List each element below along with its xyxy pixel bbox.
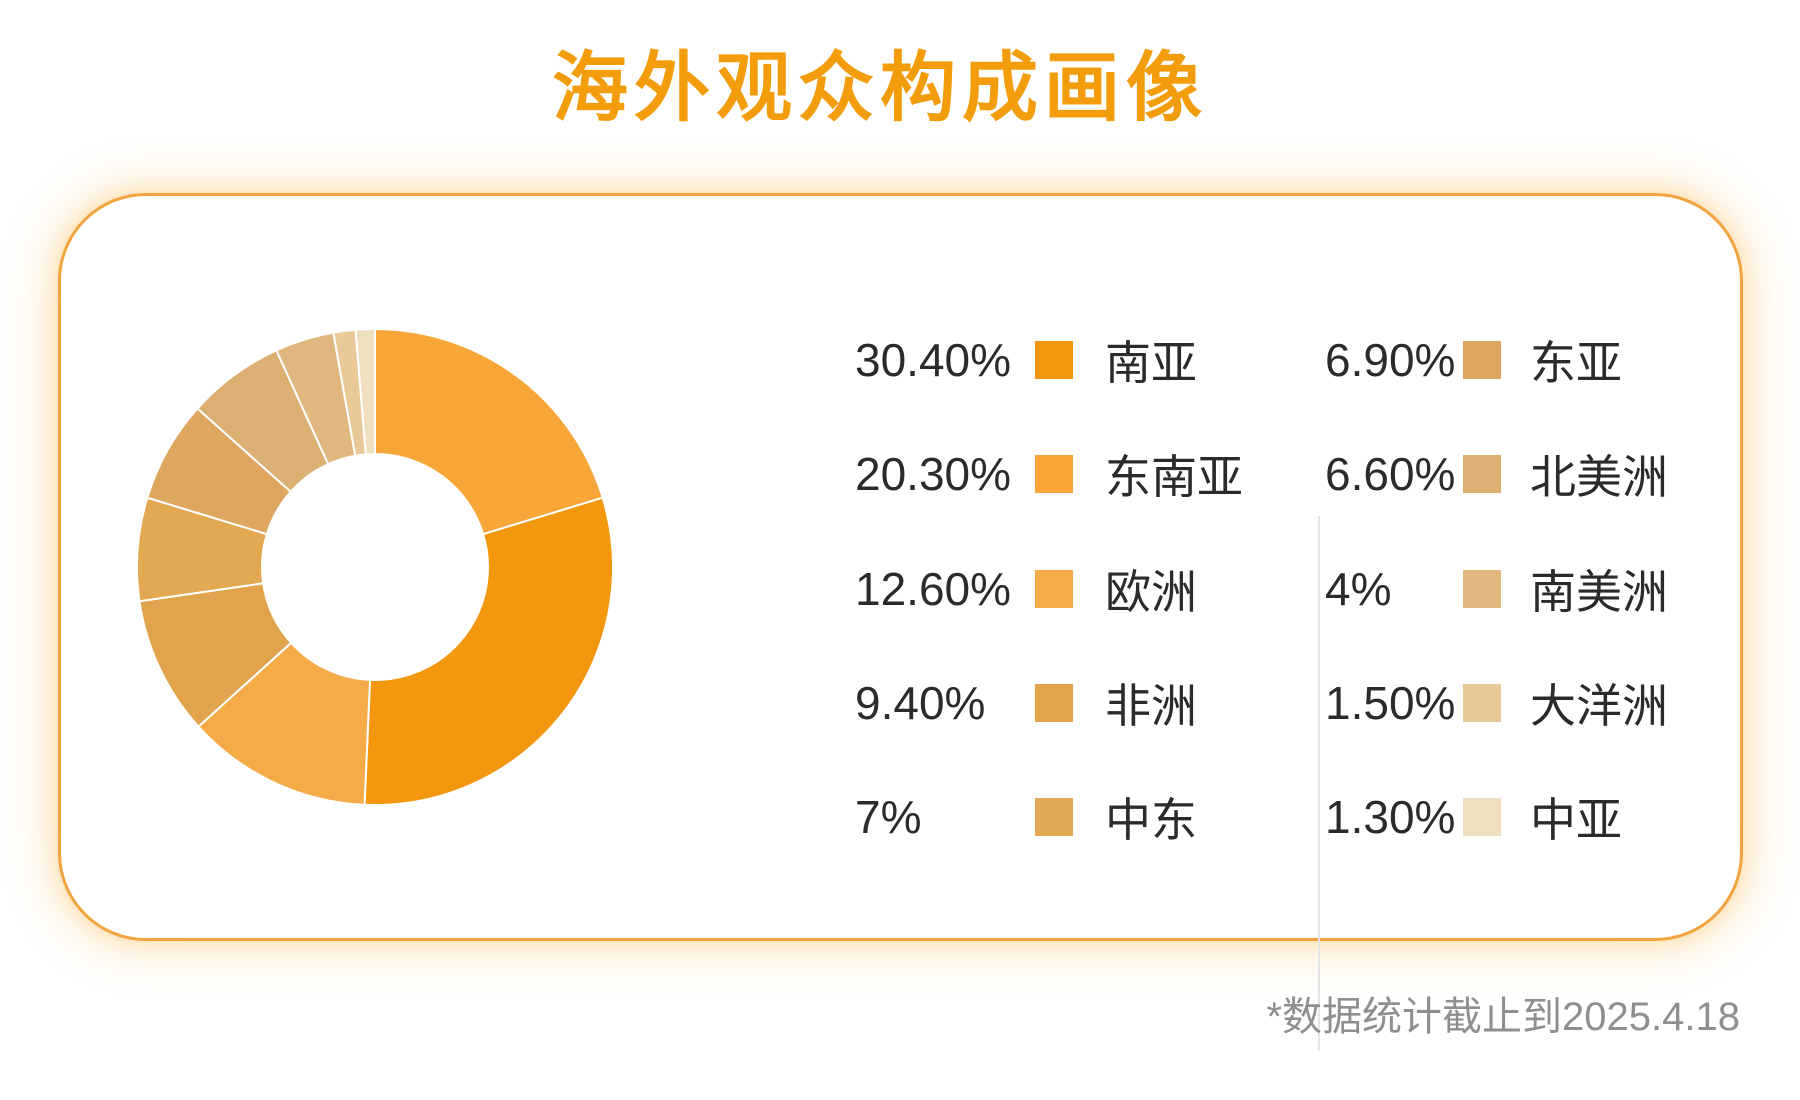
legend-value: 9.40% xyxy=(855,676,986,729)
legend-value: 12.60% xyxy=(855,562,1012,615)
legend-swatch xyxy=(1035,798,1073,836)
legend-item-南美洲: 4% 南美洲 xyxy=(1325,560,1745,618)
legend-item-中亚: 1.30% 中亚 xyxy=(1325,788,1745,846)
footnote: *数据统计截止到2025.4.18 xyxy=(1266,995,1740,1039)
legend-item-南亚: 30.40% 南亚 xyxy=(855,331,1255,389)
legend-swatch xyxy=(1463,341,1501,379)
legend-label: 南亚 xyxy=(1105,337,1197,389)
donut-chart xyxy=(135,327,615,807)
legend-value: 1.50% xyxy=(1325,676,1456,729)
legend-label: 中东 xyxy=(1105,794,1197,846)
legend-label: 大洋洲 xyxy=(1530,679,1668,732)
legend-item-中东: 7% 中东 xyxy=(855,788,1255,846)
legend-value: 6.90% xyxy=(1325,334,1456,386)
donut-chart-svg xyxy=(135,327,614,806)
legend-item-非洲: 9.40% 非洲 xyxy=(855,674,1255,732)
pie-slice-中亚 xyxy=(354,327,376,456)
chart-card xyxy=(58,193,1743,1051)
legend-value: 4% xyxy=(1325,562,1392,615)
legend-item-北美洲: 6.60% 北美洲 xyxy=(1325,445,1745,503)
legend-label: 南美洲 xyxy=(1530,565,1668,618)
legend-label: 非洲 xyxy=(1105,679,1197,732)
legend-item-东亚: 6.90% 东亚 xyxy=(1325,331,1745,389)
legend-swatch xyxy=(1035,569,1073,608)
legend-item-欧洲: 12.60% 欧洲 xyxy=(855,560,1255,618)
pie-slice-东南亚 xyxy=(374,327,604,536)
page-title: 海外观众构成画像 xyxy=(552,46,1208,131)
pie-slice-南亚 xyxy=(363,496,614,806)
legend-swatch xyxy=(1463,683,1501,722)
legend-swatch xyxy=(1035,455,1073,494)
legend-swatch xyxy=(1463,455,1501,494)
legend-value: 1.30% xyxy=(1325,791,1456,843)
legend-label: 东亚 xyxy=(1530,337,1622,389)
legend-value: 7% xyxy=(855,791,922,843)
legend-swatch xyxy=(1035,683,1073,722)
legend-label: 中亚 xyxy=(1530,794,1622,846)
legend-item-大洋洲: 1.50% 大洋洲 xyxy=(1325,674,1745,732)
legend-label: 东南亚 xyxy=(1105,451,1243,504)
legend-item-东南亚: 20.30% 东南亚 xyxy=(855,445,1255,503)
legend-label: 北美洲 xyxy=(1530,451,1668,504)
legend-value: 20.30% xyxy=(855,448,1012,501)
legend-value: 6.60% xyxy=(1325,448,1456,501)
legend-swatch xyxy=(1463,569,1501,608)
legend-swatch xyxy=(1463,798,1501,836)
legend-column-divider xyxy=(1318,516,1320,1051)
legend-label: 欧洲 xyxy=(1105,565,1197,618)
legend-swatch xyxy=(1035,341,1073,379)
legend-value: 30.40% xyxy=(855,334,1012,386)
